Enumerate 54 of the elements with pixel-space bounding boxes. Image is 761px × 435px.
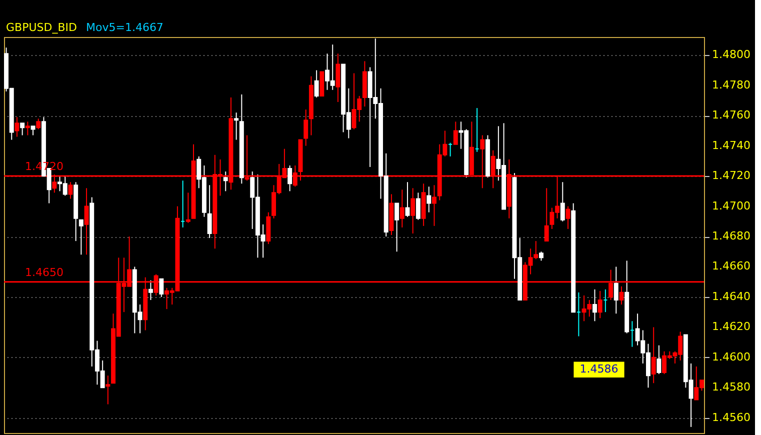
candlestick — [651, 326, 656, 384]
ref-line-label: 1.4650 — [25, 266, 64, 279]
candlestick — [25, 121, 30, 136]
candlestick — [314, 70, 319, 98]
y-tick-label: 1.4800 — [712, 48, 750, 62]
candlestick — [400, 189, 404, 228]
candlestick — [106, 375, 110, 405]
candlestick — [416, 192, 420, 220]
candlestick — [405, 182, 410, 218]
y-tick-label: 1.4700 — [712, 199, 750, 212]
candlestick — [394, 202, 400, 252]
y-tick-label: 1.4580 — [712, 380, 750, 394]
candlestick — [560, 182, 565, 222]
candlestick — [304, 109, 308, 146]
y-tick-label: 1.4720 — [712, 169, 750, 182]
y-tick-label: 1.4760 — [712, 108, 750, 122]
candlestick — [14, 116, 20, 138]
y-tick-label: 1.4780 — [712, 78, 750, 92]
candlestick — [68, 182, 73, 200]
candlestick — [566, 206, 570, 230]
candlestick — [656, 344, 662, 375]
y-tick-label: 1.4740 — [712, 138, 750, 152]
candlestick — [336, 53, 340, 102]
candlestick — [288, 164, 292, 192]
candlestick — [614, 266, 618, 314]
chart-title: GBPUSD_BID — [6, 21, 77, 34]
candlestick — [30, 126, 36, 136]
y-tick-label: 1.4560 — [712, 410, 750, 424]
candlestick — [78, 219, 84, 256]
annotation: 1.4586 — [580, 362, 618, 376]
candlestick — [432, 184, 436, 226]
candlestick — [20, 122, 25, 136]
candlestick — [234, 112, 239, 140]
y-tick-label: 1.4680 — [712, 230, 750, 243]
candlestick — [84, 188, 89, 256]
candlestick — [207, 184, 212, 239]
y-tick-label: 1.4640 — [712, 290, 750, 303]
candlestick — [619, 286, 624, 306]
y-tick-label: 1.4660 — [712, 260, 750, 273]
candlestick — [426, 186, 432, 213]
candlestick — [223, 171, 228, 192]
candlestick — [148, 280, 153, 300]
candlestick — [539, 251, 544, 262]
candlestick — [410, 188, 416, 234]
candlestick — [36, 118, 41, 130]
y-tick-label: 1.4600 — [712, 350, 750, 364]
chart-subtitle: Mov5=1.4667 — [86, 21, 164, 34]
candlestick — [159, 278, 164, 298]
y-tick-label: 1.4620 — [712, 320, 750, 334]
candlestick — [453, 121, 458, 145]
candlestick — [186, 192, 190, 224]
candlestick — [592, 288, 597, 322]
candlestick — [544, 188, 549, 242]
candlestick — [598, 290, 602, 319]
